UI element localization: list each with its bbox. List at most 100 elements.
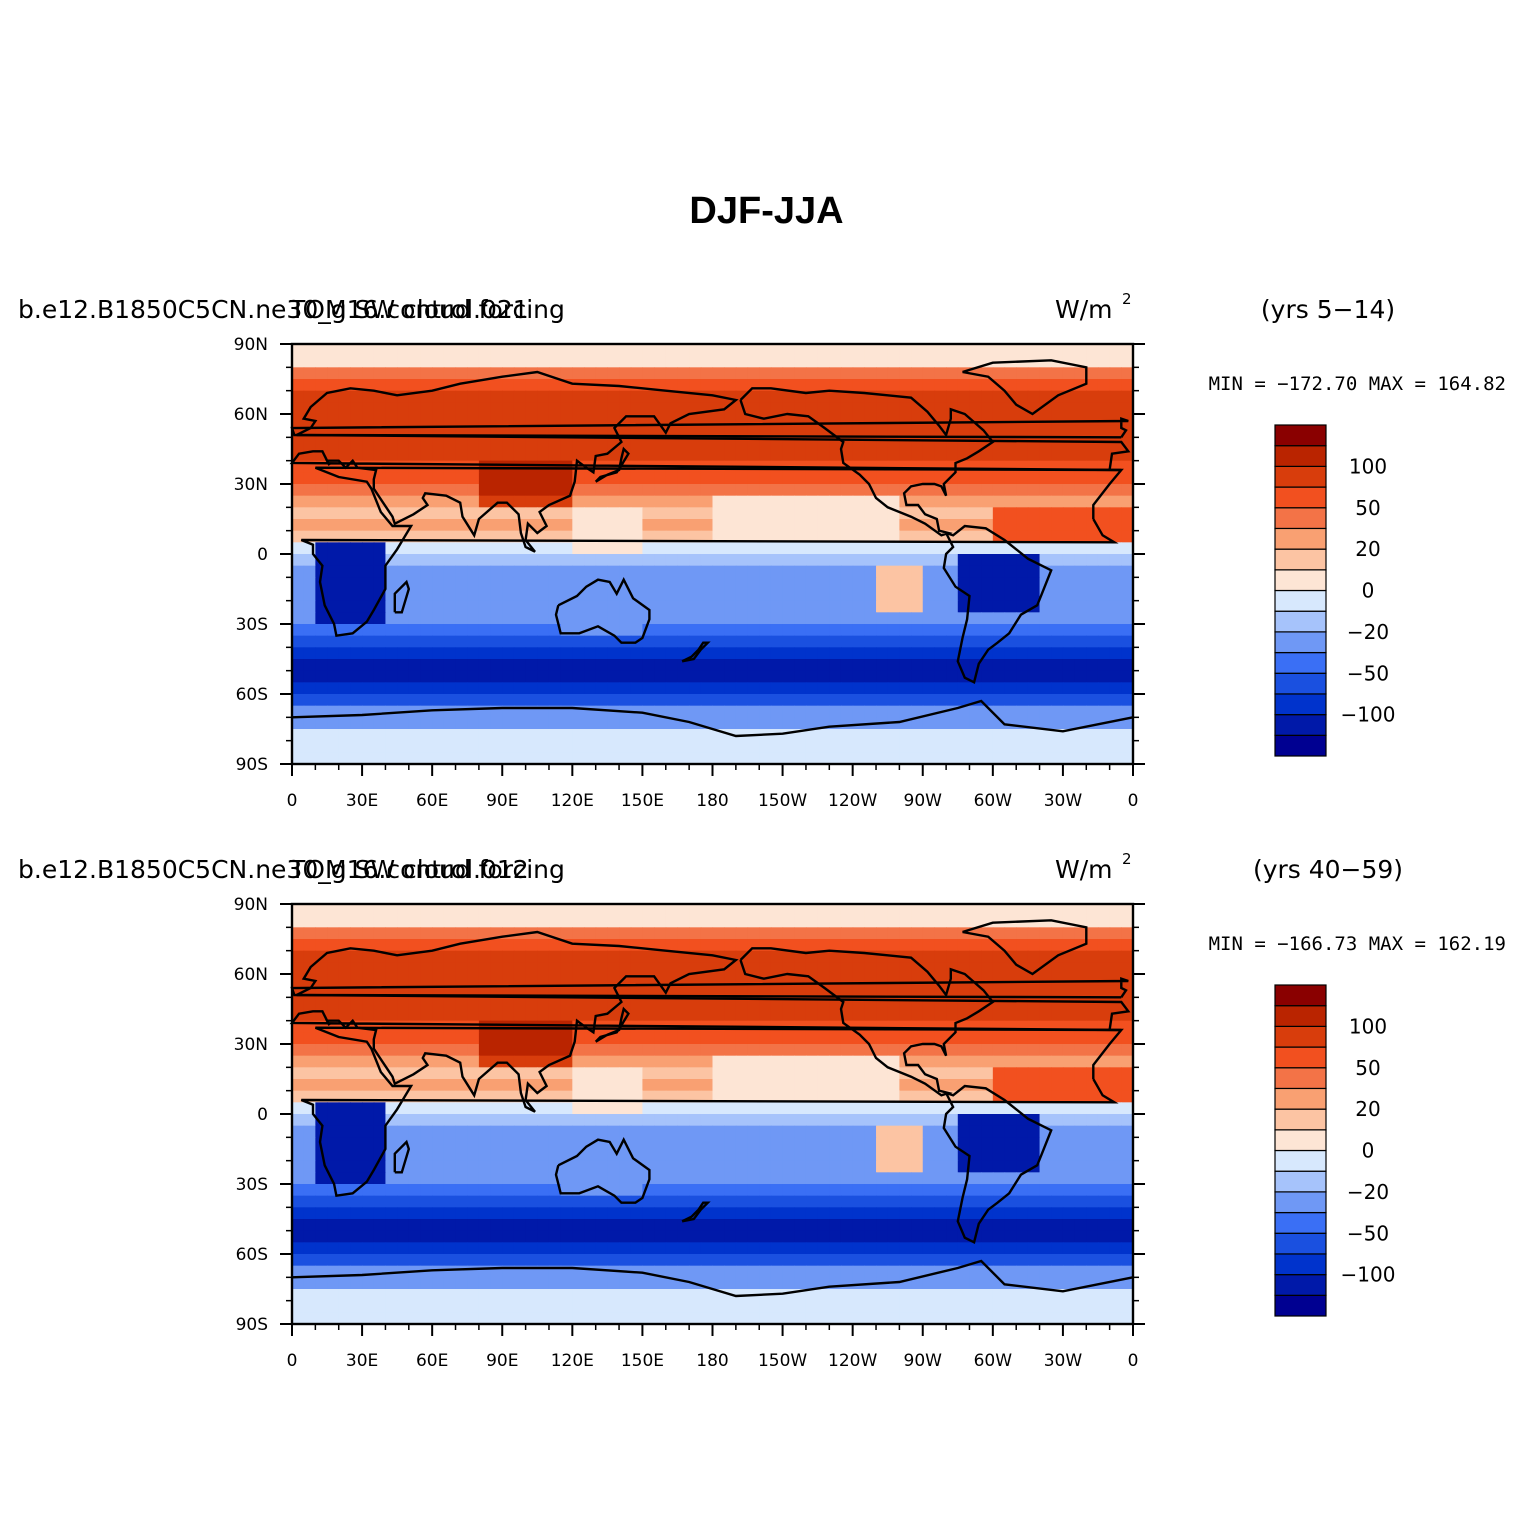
units-superscript: 2 (1122, 850, 1132, 868)
lon-tick-label: 0 (287, 791, 298, 811)
colorbar: −100 −50 −20 0 20 50 100 (1274, 424, 1396, 757)
lon-tick-label: 90W (904, 791, 943, 811)
colorbar-segment (1274, 651, 1327, 674)
lon-tick-label: 30E (346, 1351, 378, 1371)
lon-tick-label: 0 (1128, 1351, 1139, 1371)
antarctica-outline (291, 699, 1134, 738)
coastlines (289, 919, 1134, 1298)
lat-tick-label: 30N (234, 1035, 268, 1055)
colorbar-segment (1274, 1046, 1327, 1069)
min-max-label: MIN = −172.70 MAX = 164.82 (1209, 373, 1506, 395)
lon-tick-label: 0 (1128, 791, 1139, 811)
africa-outline (300, 1026, 1124, 1198)
field-contours (292, 344, 1134, 765)
colorbar-segment (1274, 672, 1327, 695)
colorbar-segment (1274, 734, 1327, 757)
colorbar-segment (1274, 1232, 1327, 1255)
lat-tick-label: 60S (236, 685, 268, 705)
lon-tick-label: 60W (974, 1351, 1013, 1371)
lat-tick-label: 0 (257, 545, 268, 565)
lon-tick-label: 180 (696, 1351, 728, 1371)
uk-outline (290, 977, 1129, 999)
lat-tick-label: 60N (234, 965, 268, 985)
case-name: b.e12.B1850C5CN.ne30_g16.control.021 (18, 295, 529, 324)
north-america-outline (739, 947, 995, 1097)
colorbar-segment (1274, 548, 1327, 571)
colorbar-segment (1274, 1149, 1327, 1172)
colorbar-segment (1274, 1108, 1327, 1131)
colorbar-segment (1274, 486, 1327, 509)
units-label: W/m (1055, 855, 1113, 884)
colorbar-segment (1274, 610, 1327, 633)
lon-tick-label: 120W (828, 1351, 877, 1371)
lat-tick-label: 30S (236, 615, 268, 635)
colorbar-segment (1274, 693, 1327, 716)
lat-tick-label: 30N (234, 475, 268, 495)
greenland-outline (962, 359, 1088, 416)
lon-tick-label: 60W (974, 791, 1013, 811)
lon-tick-label: 150E (621, 1351, 664, 1371)
colorbar-label: −50 (1347, 661, 1389, 685)
colorbar-label: 50 (1355, 1056, 1380, 1080)
colorbar-segment (1274, 589, 1327, 612)
lat-tick-label: 90S (236, 755, 268, 775)
lon-tick-label: 90W (904, 1351, 943, 1371)
map-panel-2: 90N 60N 30N 0 30S 60S 90S 0 30E 60E 90E 120E 150E 180… (18, 850, 1506, 1371)
colorbar-label: −20 (1347, 620, 1389, 644)
colorbar-segment (1274, 507, 1327, 530)
lat-tick-label: 60N (234, 405, 268, 425)
australia-outline (554, 1137, 651, 1204)
south-america-outline (942, 1084, 1053, 1245)
lon-tick-label: 0 (287, 1351, 298, 1371)
lon-tick-label: 120E (551, 1351, 594, 1371)
lat-tick-label: 90N (234, 335, 268, 355)
colorbar-label: 100 (1349, 1014, 1387, 1038)
colorbar-label: 20 (1355, 1097, 1380, 1121)
units-label: W/m (1055, 295, 1113, 324)
colorbar-label: 100 (1349, 454, 1387, 478)
lon-tick-label: 30E (346, 791, 378, 811)
variable-name: TOM SW cloud forcing (289, 855, 565, 884)
min-max-label: MIN = −166.73 MAX = 162.19 (1209, 933, 1506, 955)
colorbar-segment (1274, 1253, 1327, 1276)
colorbar-label: −20 (1347, 1180, 1389, 1204)
south-america-outline (942, 524, 1053, 685)
colorbar-label: −100 (1341, 703, 1396, 727)
colorbar-segment (1274, 445, 1327, 467)
lat-tick-label: 90S (236, 1315, 268, 1335)
colorbar-label: −100 (1341, 1263, 1396, 1287)
colorbar-segment (1274, 1191, 1327, 1214)
colorbar-label: 0 (1362, 579, 1375, 603)
units-superscript: 2 (1122, 290, 1132, 308)
case-name: b.e12.B1850C5CN.ne30_g16.control.012 (18, 855, 529, 884)
field-contours (292, 904, 1134, 1325)
colorbar-segment (1274, 1274, 1327, 1296)
lon-tick-label: 90E (486, 791, 518, 811)
colorbar-segment (1274, 1211, 1327, 1234)
colorbar-label: 20 (1355, 537, 1380, 561)
australia-outline (554, 577, 651, 644)
greenland-outline (962, 919, 1088, 976)
lat-tick-label: 90N (234, 895, 268, 915)
years-label: (yrs 40−59) (1253, 855, 1403, 884)
colorbar-label: 0 (1362, 1139, 1375, 1163)
colorbar-segment (1274, 1294, 1327, 1317)
lon-tick-label: 60E (416, 1351, 448, 1371)
years-label: (yrs 5−14) (1261, 295, 1395, 324)
lon-tick-label: 150W (758, 1351, 807, 1371)
lon-tick-label: 30W (1044, 1351, 1083, 1371)
antarctica-outline (291, 1259, 1134, 1298)
colorbar-label: −50 (1347, 1221, 1389, 1245)
lon-tick-label: 30W (1044, 791, 1083, 811)
new-zealand-outline (681, 641, 711, 663)
figure-title: DJF-JJA (689, 190, 844, 232)
colorbar-segment (1274, 1005, 1327, 1027)
colorbar-segment (1274, 1025, 1327, 1048)
madagascar-outline (393, 1139, 411, 1174)
colorbar-segment (1274, 984, 1327, 1007)
map-panel-1: 90N 60N 30N 0 30S 60S 90S 0 30E 60E 90E 120E 150E 180… (18, 290, 1506, 811)
colorbar-label: 50 (1355, 496, 1380, 520)
north-america-outline (739, 387, 995, 537)
colorbar-segment (1274, 569, 1327, 592)
lat-tick-label: 60S (236, 1245, 268, 1265)
